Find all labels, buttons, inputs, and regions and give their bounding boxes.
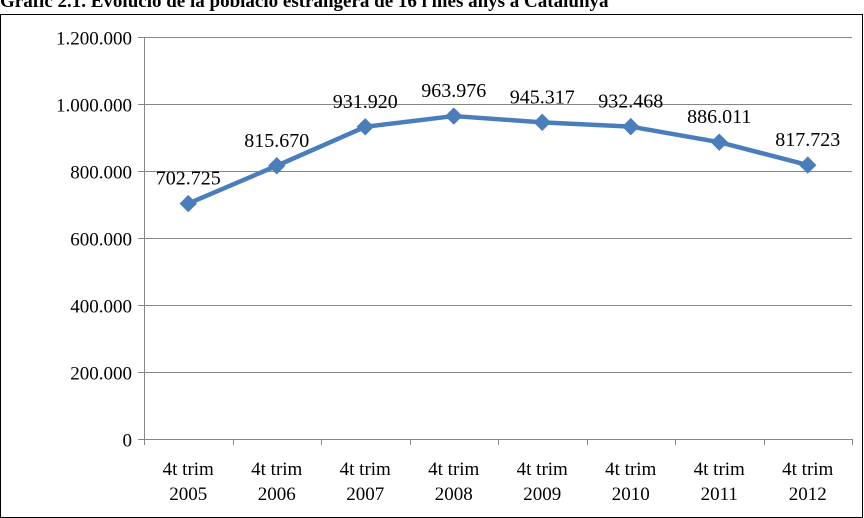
y-tick-label: 200.000 (70, 364, 132, 385)
data-point-marker (179, 194, 197, 213)
x-tick-label: 4t trim 2006 (251, 459, 302, 505)
x-tick-labels: 4t trim 2005 4t trim 2006 4t trim 2007 4t trim… (163, 459, 834, 505)
series-line (187, 113, 809, 206)
y-tick-label: 400.000 (70, 297, 132, 318)
data-point-marker (622, 117, 640, 136)
data-labels: 702.725 815.670 931.920 963.976 945.317 932.4… (156, 80, 841, 190)
data-label: 886.011 (687, 106, 751, 128)
data-label: 963.976 (421, 80, 486, 102)
x-tick-label: 4t trim 2012 (782, 459, 833, 505)
x-tick-label: 4t trim 2010 (605, 459, 656, 505)
x-tick-label: 4t trim 2005 (163, 459, 214, 505)
y-tick-labels: 0 200.000 400.000 600.000 800.000 1.000.000 1.… (56, 29, 132, 452)
chart-title: Gràfic 2.1. Evolució de la població estr… (0, 0, 609, 12)
data-label: 815.670 (244, 130, 309, 152)
data-point-marker (268, 157, 286, 175)
data-label: 931.920 (333, 91, 398, 113)
data-point-marker (710, 133, 728, 151)
gridlines (144, 37, 852, 373)
data-point-marker (445, 107, 463, 125)
y-tick-label: 800.000 (70, 163, 132, 184)
data-point-marker (799, 156, 817, 174)
axes (138, 37, 853, 445)
x-tick-label: 4t trim 2011 (694, 459, 745, 505)
data-point-marker (533, 113, 551, 132)
y-tick-label: 600.000 (70, 230, 132, 251)
x-tick-label: 4t trim 2009 (517, 459, 568, 505)
series-markers (179, 107, 817, 213)
y-tick-label: 1.200.000 (56, 29, 132, 50)
data-label: 702.725 (156, 168, 221, 190)
data-label: 945.317 (510, 86, 575, 108)
x-tick-label: 4t trim 2007 (340, 459, 391, 505)
x-tick-label: 4t trim 2008 (428, 459, 479, 505)
data-point-marker (356, 118, 374, 136)
series-line-path (187, 113, 809, 206)
y-tick-label: 1.000.000 (56, 96, 132, 117)
y-tick-label: 0 (123, 431, 133, 452)
data-label: 817.723 (775, 129, 840, 151)
data-label: 932.468 (598, 91, 663, 113)
